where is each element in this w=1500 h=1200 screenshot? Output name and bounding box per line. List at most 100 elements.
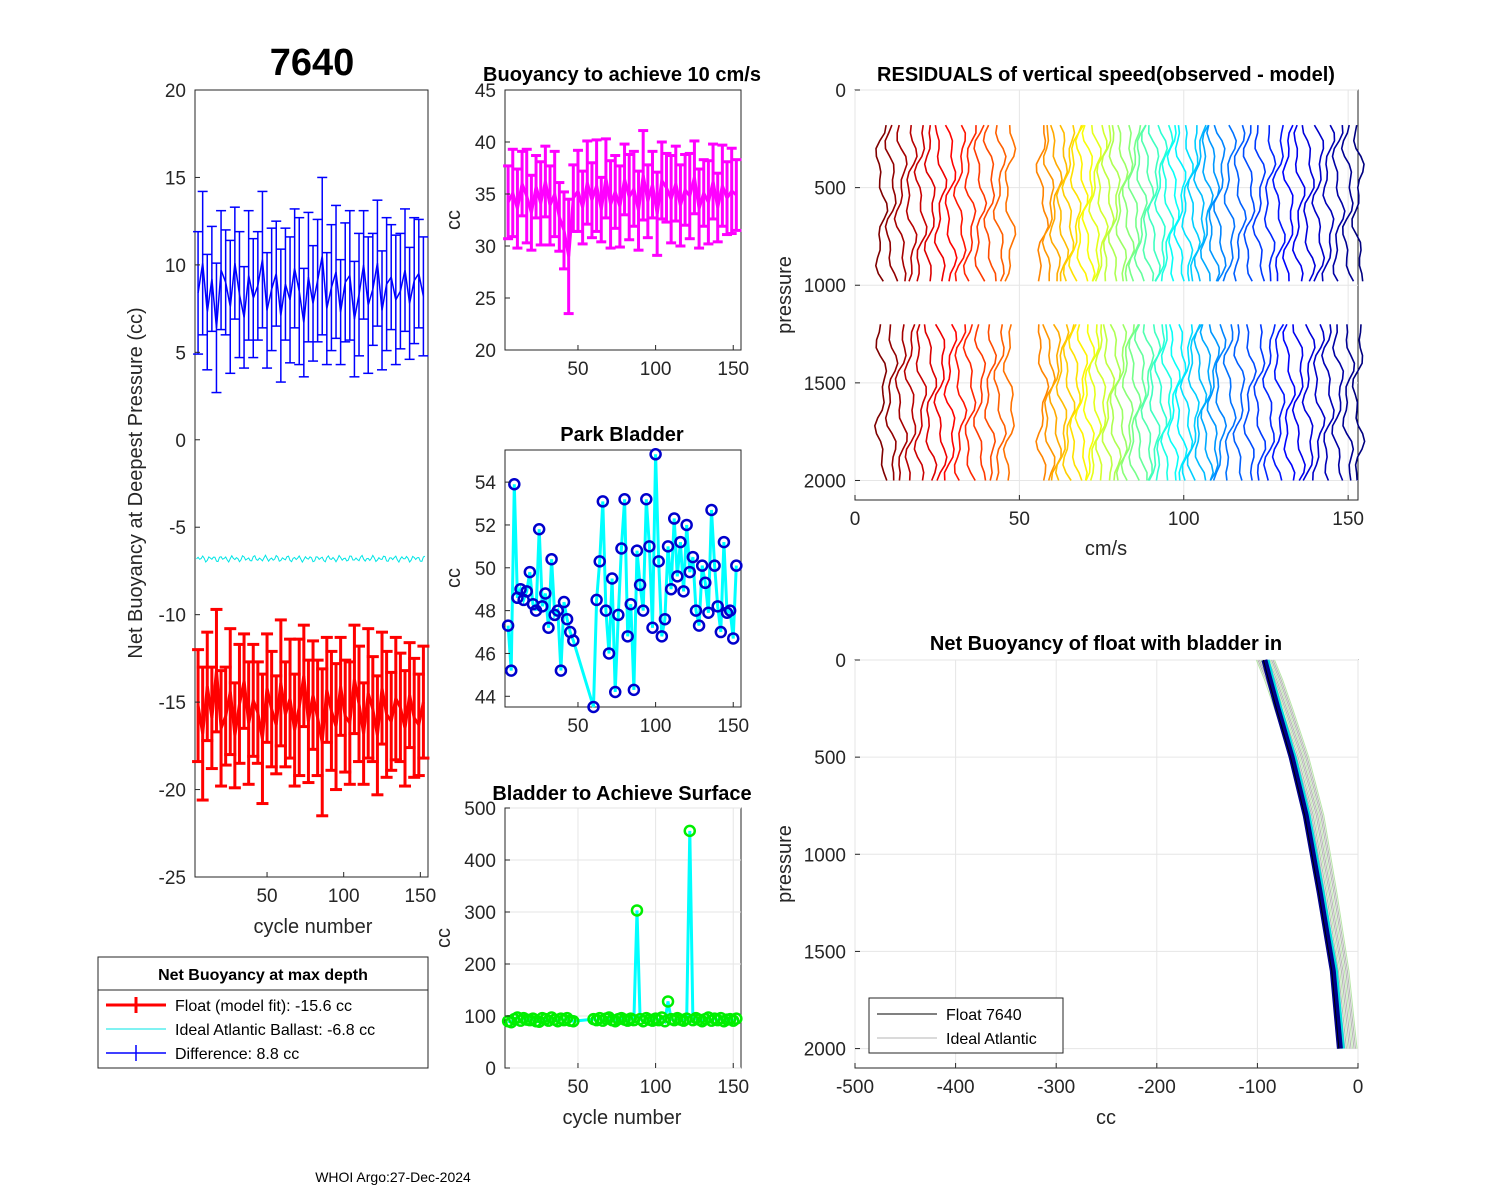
residual-profile-line [1148,324,1162,481]
residual-profile-line [884,124,899,282]
bladder-surface-xlabel: cycle number [563,1107,682,1129]
buoyancy-10cms-title: Buoyancy to achieve 10 cm/s [483,64,761,86]
residual-profile-line [1120,324,1135,481]
x-tick-label: -300 [1037,1077,1075,1098]
residual-profile-line [1173,125,1187,282]
residual-profile-line [903,324,917,481]
residual-profile-line [1133,124,1148,282]
y-tick-label: -5 [169,518,186,539]
residual-profile-line [1166,124,1180,282]
residual-profile-line [1186,323,1201,481]
residual-profile-line [1340,124,1355,282]
residual-profile-line [1062,324,1076,481]
ideal-atlantic-line [1272,659,1356,1049]
y-tick-label: 300 [464,903,496,924]
residual-profile-line [894,324,908,481]
residual-profile-line [1004,125,1017,282]
residual-profile-line [1146,125,1161,282]
park-bladder-point [520,585,533,598]
y-tick-label: 1000 [804,276,846,297]
y-tick-label: 50 [475,559,496,580]
residual-profile-line [1088,125,1102,282]
float-profile-bundle [1261,659,1343,1049]
buoyancy-10cms-axes-box [504,89,742,351]
y-tick-label: 0 [485,1059,496,1080]
park-bladder-point [596,495,610,508]
y-tick-label: 20 [475,341,496,362]
ideal-atlantic-line [1266,659,1350,1049]
buoyancy-10cms-ylabel: cc [443,210,465,230]
residual-profile-line [993,324,1007,481]
park-bladder-point [539,587,552,600]
y-tick-label: 0 [835,651,846,672]
residual-profile-line [1351,324,1366,481]
profile-legend-float-entry: Float 7640 [946,1007,1022,1024]
legend-difference-entry: Difference: 8.8 cc [175,1046,299,1063]
residual-profile-line [1263,125,1277,282]
park-bladder-point [726,632,740,645]
park-bladder-point [605,572,619,585]
park-bladder-point [557,595,571,609]
residual-profile-line [1253,324,1267,481]
residual-profile-line [1181,124,1194,282]
residual-profile-line [1160,124,1175,282]
residual-profile-line [953,324,968,481]
park-bladder-point [646,621,659,635]
park-bladder-point [671,570,684,583]
y-tick-label: 54 [475,473,497,494]
residual-profile-line [1101,324,1116,481]
x-tick-label: 100 [328,886,360,907]
x-tick-label: 100 [640,359,672,380]
park-bladder-point [599,604,613,617]
x-tick-label: 150 [404,886,436,907]
x-tick-label: 0 [1353,1077,1364,1098]
x-tick-label: 150 [717,359,749,380]
park-bladder-point [542,621,555,635]
park-bladder-point [723,604,737,617]
residual-profile-line [1193,124,1207,282]
buoyancy-10cms-line [506,175,738,257]
net-buoyancy-xlabel: cycle number [254,916,373,938]
residual-profile-line [1282,323,1296,481]
x-tick-label: 150 [717,1077,749,1098]
park-bladder-point [504,664,518,677]
residual-profile-line [1321,324,1335,481]
profile-title: Net Buoyancy of float with bladder in [930,633,1282,655]
park-bladder-point [689,604,703,617]
residual-profile-line [1088,324,1103,481]
park-bladder-point [545,552,558,566]
residual-profile-line [1242,125,1256,282]
x-tick-label: 100 [1168,509,1200,530]
y-tick-label: 500 [814,748,846,769]
y-tick-label: 30 [475,237,496,258]
residual-profile-line [1140,324,1155,481]
y-tick-label: 35 [475,185,496,206]
residual-profile-line [1068,124,1083,282]
park-bladder-point [643,540,656,553]
net-buoyancy-legend: Net Buoyancy at max depth Float (model f… [97,956,429,1069]
x-tick-label: 50 [567,716,588,737]
y-tick-label: 44 [475,687,497,708]
residual-profile-line [1222,324,1237,481]
bladder-surface-axes-box [504,807,742,1069]
park-bladder-point [652,555,665,568]
ideal-ballast-line [196,554,426,564]
park-bladder-point [674,535,687,549]
residual-profile-line [1206,324,1221,481]
residual-profile-line [1048,323,1062,481]
park-bladder-point [711,600,724,613]
residual-profile-line [992,124,1007,282]
park-bladder-point [532,522,546,536]
bladder-surface-plot: 50 100 150 0 100 200 300 400 500 Bladder to Achi… [433,783,752,1129]
residual-profile-line [1179,324,1194,481]
park-bladder-point [658,612,672,626]
residual-profile-line [923,324,938,481]
residual-profile-line [1301,124,1316,282]
residual-profile-line [984,324,998,481]
float-model-fit-line [196,670,425,743]
x-tick-label: 100 [640,716,672,737]
park-bladder-point [612,608,625,622]
park-bladder-point [692,619,706,632]
residual-profile-line [1041,125,1055,282]
park-bladder-point [636,604,650,617]
